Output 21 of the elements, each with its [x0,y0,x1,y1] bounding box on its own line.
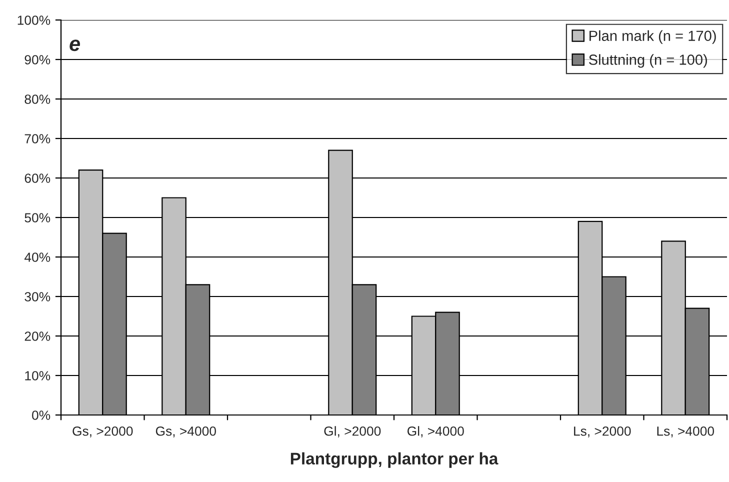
y-tick-label: 100% [18,16,50,25]
y-tick-label: 30% [24,292,50,302]
y-tick-label: 0% [32,410,50,420]
x-tick-label: Ls, >2000 [574,426,631,438]
y-tick-label: 20% [24,332,50,341]
x-tick-label: Gs, >2000 [72,426,133,438]
y-tick-label: 10% [25,371,50,380]
x-tick-label: Gl, >2000 [324,426,381,438]
annotation: e [70,40,80,52]
y-tick-label: 90% [24,55,50,64]
x-tick-label: Gs, >4000 [156,426,216,438]
y-tick-label: 50% [24,213,50,222]
x-tick-label: Gl, >4000 [408,426,464,438]
y-tick-label: 80% [24,94,50,104]
y-tick-label: 40% [24,252,50,262]
x-tick-label: Ls, >4000 [657,426,714,438]
x-axis-title: Plantgrupp, plantor per ha [290,452,498,468]
y-tick-label: 70% [24,134,50,144]
y-tick-label: 60% [24,174,50,183]
legend-label: Sluttning (n = 100) [588,54,707,68]
legend-label: Plan mark (n = 170) [590,30,716,44]
